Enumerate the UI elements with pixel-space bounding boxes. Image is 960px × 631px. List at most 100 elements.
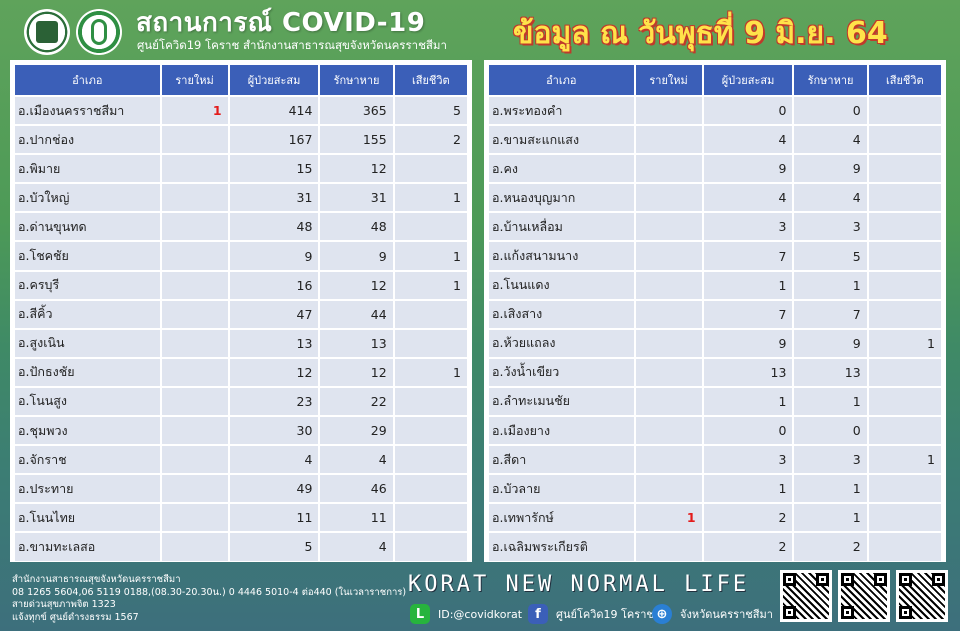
district-cell: อ.เฉลิมพระเกียรติ — [489, 533, 634, 561]
globe-icon: ⊕ — [652, 604, 672, 624]
table-row: อ.พิมาย 15 12 — [15, 155, 467, 183]
district-cell: อ.สีดา — [489, 446, 634, 474]
district-cell: อ.พิมาย — [15, 155, 160, 183]
recovered-cell: 5 — [794, 242, 867, 270]
recovered-cell: 2 — [794, 533, 867, 561]
total-cases-cell: 1 — [703, 475, 793, 503]
table-row: อ.ด่านขุนทด 48 48 — [15, 213, 467, 241]
total-cases-cell: 15 — [229, 155, 319, 183]
district-cell: อ.พระทองคำ — [489, 97, 634, 125]
deaths-cell — [394, 417, 467, 445]
district-cell: อ.ด่านขุนทด — [15, 213, 160, 241]
total-cases-cell: 13 — [703, 358, 793, 386]
new-cases-cell — [635, 97, 702, 125]
district-cell: อ.บัวใหญ่ — [15, 184, 160, 212]
qr-code-line[interactable] — [780, 570, 832, 622]
district-cell: อ.แก้งสนามนาง — [489, 242, 634, 270]
total-cases-cell: 7 — [703, 300, 793, 328]
total-cases-cell: 4 — [703, 126, 793, 154]
deaths-cell — [394, 329, 467, 357]
table-row: อ.เมืองยาง 0 0 — [489, 417, 941, 445]
deaths-cell — [394, 155, 467, 183]
district-cell: อ.สูงเนิน — [15, 329, 160, 357]
deaths-cell: 1 — [394, 242, 467, 270]
website-contact[interactable]: ⊕ จังหวัดนครราชสีมา — [652, 604, 773, 624]
total-cases-cell: 9 — [703, 155, 793, 183]
new-cases-cell — [635, 329, 702, 357]
recovered-cell: 4 — [794, 184, 867, 212]
total-cases-cell: 5 — [229, 533, 319, 561]
right-district-table: อำเภอ รายใหม่ ผู้ป่วยสะสม รักษาหาย เสียช… — [487, 63, 943, 563]
line-contact[interactable]: L ID:@covidkorat — [410, 604, 522, 624]
table-row: อ.หนองบุญมาก 4 4 — [489, 184, 941, 212]
recovered-cell: 12 — [320, 271, 393, 299]
deaths-cell — [394, 387, 467, 416]
total-cases-cell: 3 — [703, 213, 793, 241]
deaths-cell — [868, 213, 941, 241]
qr-code-website[interactable] — [896, 570, 948, 622]
new-cases-cell — [635, 446, 702, 474]
table-row: อ.เสิงสาง 7 7 — [489, 300, 941, 328]
deaths-cell — [868, 533, 941, 561]
recovered-cell: 44 — [320, 300, 393, 328]
table-row: อ.ปักธงชัย 12 12 1 — [15, 358, 467, 386]
new-cases-cell — [161, 387, 228, 416]
table-row: อ.สูงเนิน 13 13 — [15, 329, 467, 357]
col-header-total: ผู้ป่วยสะสม — [229, 65, 319, 95]
deaths-cell — [868, 184, 941, 212]
deaths-cell — [868, 126, 941, 154]
new-cases-cell — [635, 475, 702, 503]
recovered-cell: 9 — [320, 242, 393, 270]
new-cases-cell — [635, 300, 702, 328]
total-cases-cell: 49 — [229, 475, 319, 503]
new-cases-cell — [635, 213, 702, 241]
facebook-contact[interactable]: f ศูนย์โควิด19 โคราช — [528, 604, 654, 624]
total-cases-cell: 23 — [229, 387, 319, 416]
table-row: อ.โชคชัย 9 9 1 — [15, 242, 467, 270]
table-row: อ.ห้วยแถลง 9 9 1 — [489, 329, 941, 357]
new-cases-cell — [161, 126, 228, 154]
recovered-cell: 48 — [320, 213, 393, 241]
new-cases-cell — [161, 329, 228, 357]
recovered-cell: 365 — [320, 97, 393, 125]
total-cases-cell: 414 — [229, 97, 319, 125]
total-cases-cell: 0 — [703, 97, 793, 125]
total-cases-cell: 47 — [229, 300, 319, 328]
deaths-cell: 1 — [868, 446, 941, 474]
table-row: อ.โนนไทย 11 11 — [15, 504, 467, 532]
district-cell: อ.เมืองนครราชสีมา — [15, 97, 160, 125]
recovered-cell: 4 — [320, 533, 393, 561]
recovered-cell: 22 — [320, 387, 393, 416]
district-cell: อ.สีคิ้ว — [15, 300, 160, 328]
col-header-new: รายใหม่ — [161, 65, 228, 95]
left-table-panel: อำเภอ รายใหม่ ผู้ป่วยสะสม รักษาหาย เสียช… — [10, 60, 472, 562]
right-table-panel: อำเภอ รายใหม่ ผู้ป่วยสะสม รักษาหาย เสียช… — [484, 60, 946, 562]
new-cases-cell — [635, 184, 702, 212]
new-cases-cell — [161, 242, 228, 270]
total-cases-cell: 13 — [229, 329, 319, 357]
new-cases-cell — [161, 213, 228, 241]
col-header-district: อำเภอ — [489, 65, 634, 95]
district-cell: อ.เมืองยาง — [489, 417, 634, 445]
col-header-deaths: เสียชีวิต — [394, 65, 467, 95]
recovered-cell: 0 — [794, 417, 867, 445]
table-row: อ.ขามสะแกแสง 4 4 — [489, 126, 941, 154]
col-header-deaths: เสียชีวิต — [868, 65, 941, 95]
total-cases-cell: 1 — [703, 387, 793, 416]
table-row: อ.ลำทะเมนชัย 1 1 — [489, 387, 941, 416]
left-district-table: อำเภอ รายใหม่ ผู้ป่วยสะสม รักษาหาย เสียช… — [13, 63, 469, 563]
deaths-cell — [868, 242, 941, 270]
recovered-cell: 31 — [320, 184, 393, 212]
slogan: KORAT NEW NORMAL LIFE — [408, 572, 750, 597]
total-cases-cell: 12 — [229, 358, 319, 386]
total-cases-cell: 0 — [703, 417, 793, 445]
qr-code-facebook[interactable] — [838, 570, 890, 622]
district-cell: อ.เทพารักษ์ — [489, 504, 634, 532]
district-cell: อ.โนนสูง — [15, 387, 160, 416]
new-cases-cell — [161, 358, 228, 386]
date-title: ข้อมูล ณ วันพุธที่ 9 มิ.ย. 64 — [513, 16, 888, 51]
recovered-cell: 1 — [794, 504, 867, 532]
deaths-cell — [394, 213, 467, 241]
total-cases-cell: 167 — [229, 126, 319, 154]
deaths-cell: 1 — [394, 358, 467, 386]
